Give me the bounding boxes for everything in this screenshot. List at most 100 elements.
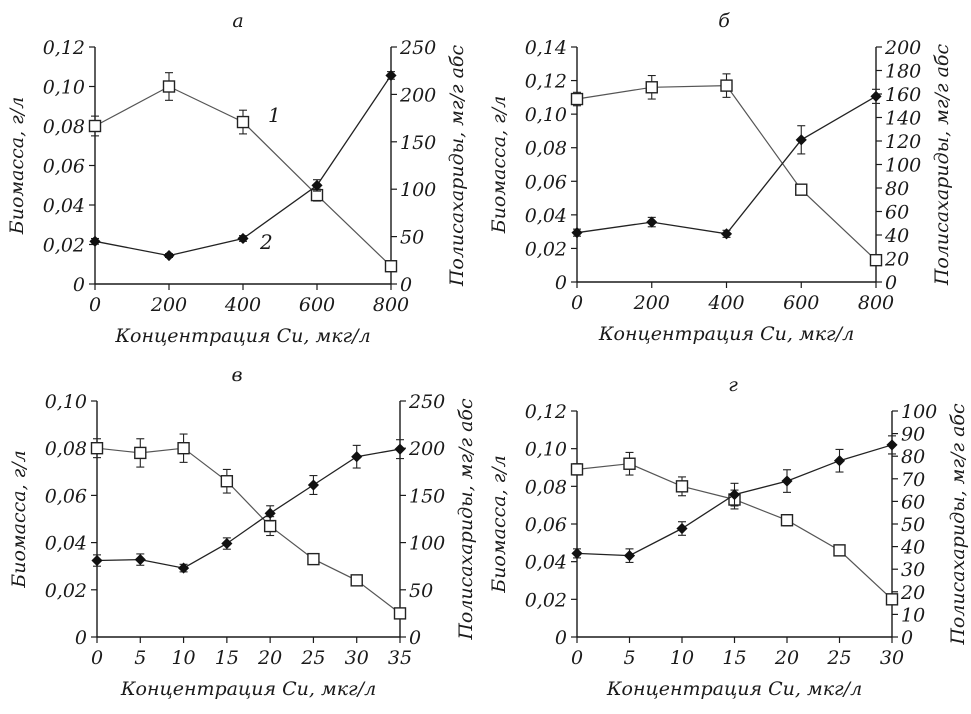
y-axis-title-left: Биомасса, г/л — [6, 97, 28, 236]
chart-panel-2: б00,020,040,060,080,100,120,140204060801… — [488, 10, 953, 345]
y-tick-label: 0,12 — [43, 37, 85, 59]
data-point-diamond — [351, 451, 363, 463]
data-point-diamond — [311, 179, 323, 191]
data-point-square — [236, 115, 250, 129]
y-right-tick-label: 160 — [885, 84, 921, 106]
data-point-square — [780, 514, 794, 527]
data-point-square — [88, 119, 102, 133]
y-right-tick-label: 60 — [901, 491, 925, 513]
x-tick-label: 10 — [171, 647, 195, 669]
data-point-diamond — [89, 235, 101, 247]
y-right-tick-label: 80 — [885, 178, 909, 200]
y-right-tick-label: 100 — [901, 401, 937, 423]
x-tick-label: 200 — [150, 294, 187, 316]
x-tick-label: 0 — [571, 647, 583, 669]
data-point-square — [220, 475, 234, 488]
data-point-diamond — [91, 554, 103, 567]
data-point-square — [675, 480, 689, 493]
data-point-diamond — [870, 90, 882, 102]
data-point-diamond — [833, 455, 846, 467]
y-tick-label: 0,14 — [525, 37, 567, 59]
y-tick-label: 0,06 — [45, 485, 87, 507]
x-tick-label: 800 — [858, 292, 894, 314]
y-tick-label: 0,06 — [525, 514, 567, 536]
data-point-diamond — [385, 69, 397, 82]
y-right-tick-label: 200 — [399, 84, 436, 106]
y-tick-label: 0,10 — [525, 439, 567, 461]
y-right-tick-label: 20 — [884, 249, 909, 271]
x-tick-label: 400 — [707, 292, 744, 314]
x-tick-label: 30 — [345, 647, 369, 669]
x-tick-label: 200 — [633, 292, 670, 314]
y-right-tick-label: 30 — [901, 559, 925, 581]
x-tick-label: 20 — [257, 647, 282, 669]
x-tick-label: 25 — [826, 647, 851, 669]
y-right-tick-label: 40 — [900, 537, 925, 559]
data-point-diamond — [571, 227, 583, 239]
data-point-square — [350, 574, 363, 587]
y-tick-label: 0,12 — [525, 401, 567, 423]
data-point-square — [134, 446, 147, 460]
x-axis-title: Концентрация Cu, мкг/л — [606, 678, 862, 700]
data-point-square — [645, 81, 658, 94]
series-label: 2 — [259, 230, 273, 254]
y-tick-label: 0,06 — [43, 156, 85, 178]
x-tick-label: 0 — [91, 647, 103, 669]
y-tick-label: 0,08 — [525, 476, 567, 498]
chart-panel-4: г00,020,040,060,080,100,1201020304050607… — [488, 374, 969, 700]
data-point-square — [307, 552, 320, 566]
y-tick-label: 0,06 — [525, 171, 567, 193]
data-point-diamond — [720, 228, 733, 240]
y-tick-label: 0 — [73, 274, 85, 296]
chart-panel-3: в 0 0,02 0,04 0,06 0,08 0,10 0 50 100 150 200 250 0 5 1… — [8, 364, 477, 700]
y-axis-title-left: Биомасса, г/л — [488, 96, 510, 235]
x-tick-label: 20 — [774, 647, 799, 669]
x-tick-label: 25 — [300, 647, 325, 669]
y-tick-label: 0,08 — [43, 116, 85, 138]
x-tick-label: 10 — [670, 647, 694, 669]
y-axis-title-right: Полисахариды, мг/г абс — [947, 403, 969, 646]
data-point-square — [177, 442, 190, 455]
y-right-tick-label: 40 — [884, 225, 909, 247]
data-point-diamond — [571, 547, 583, 559]
y-right-tick-label: 150 — [400, 132, 436, 154]
data-point-diamond — [134, 554, 146, 566]
data-point-diamond — [163, 249, 175, 262]
x-tick-label: 600 — [299, 294, 335, 316]
data-point-diamond — [307, 479, 319, 491]
data-point-square — [720, 79, 733, 92]
x-tick-label: 15 — [722, 647, 746, 669]
y-right-tick-label: 150 — [409, 485, 445, 507]
y-right-tick-label: 100 — [409, 533, 445, 555]
series-label: 1 — [268, 103, 281, 127]
data-point-square — [384, 260, 398, 273]
data-point-square — [162, 80, 176, 93]
data-point-square — [833, 544, 846, 557]
series-line — [96, 447, 401, 614]
data-point-square — [90, 442, 104, 455]
y-right-tick-label: 250 — [408, 391, 445, 413]
y-right-tick-label: 50 — [901, 514, 925, 536]
data-point-square — [263, 519, 277, 533]
y-axis-title-left: Биомасса, г/л — [488, 455, 510, 594]
data-point-diamond — [728, 489, 741, 501]
data-point-diamond — [394, 443, 406, 455]
panel-letter: б — [718, 10, 730, 32]
data-point-diamond — [795, 134, 807, 146]
y-tick-label: 0,02 — [525, 589, 567, 611]
y-tick-label: 0 — [555, 627, 567, 649]
data-point-diamond — [676, 522, 688, 535]
data-point-diamond — [646, 216, 658, 228]
y-tick-label: 0,08 — [525, 138, 567, 160]
x-tick-label: 800 — [373, 294, 409, 316]
series-line — [96, 448, 401, 569]
y-right-tick-label: 200 — [884, 37, 921, 59]
data-point-square — [570, 92, 584, 106]
y-tick-label: 0,10 — [525, 104, 567, 126]
data-point-square — [885, 593, 899, 606]
y-right-tick-label: 0 — [409, 627, 421, 649]
y-right-tick-label: 50 — [400, 227, 424, 249]
y-tick-label: 0,02 — [45, 580, 87, 602]
y-tick-label: 0,04 — [525, 205, 567, 227]
